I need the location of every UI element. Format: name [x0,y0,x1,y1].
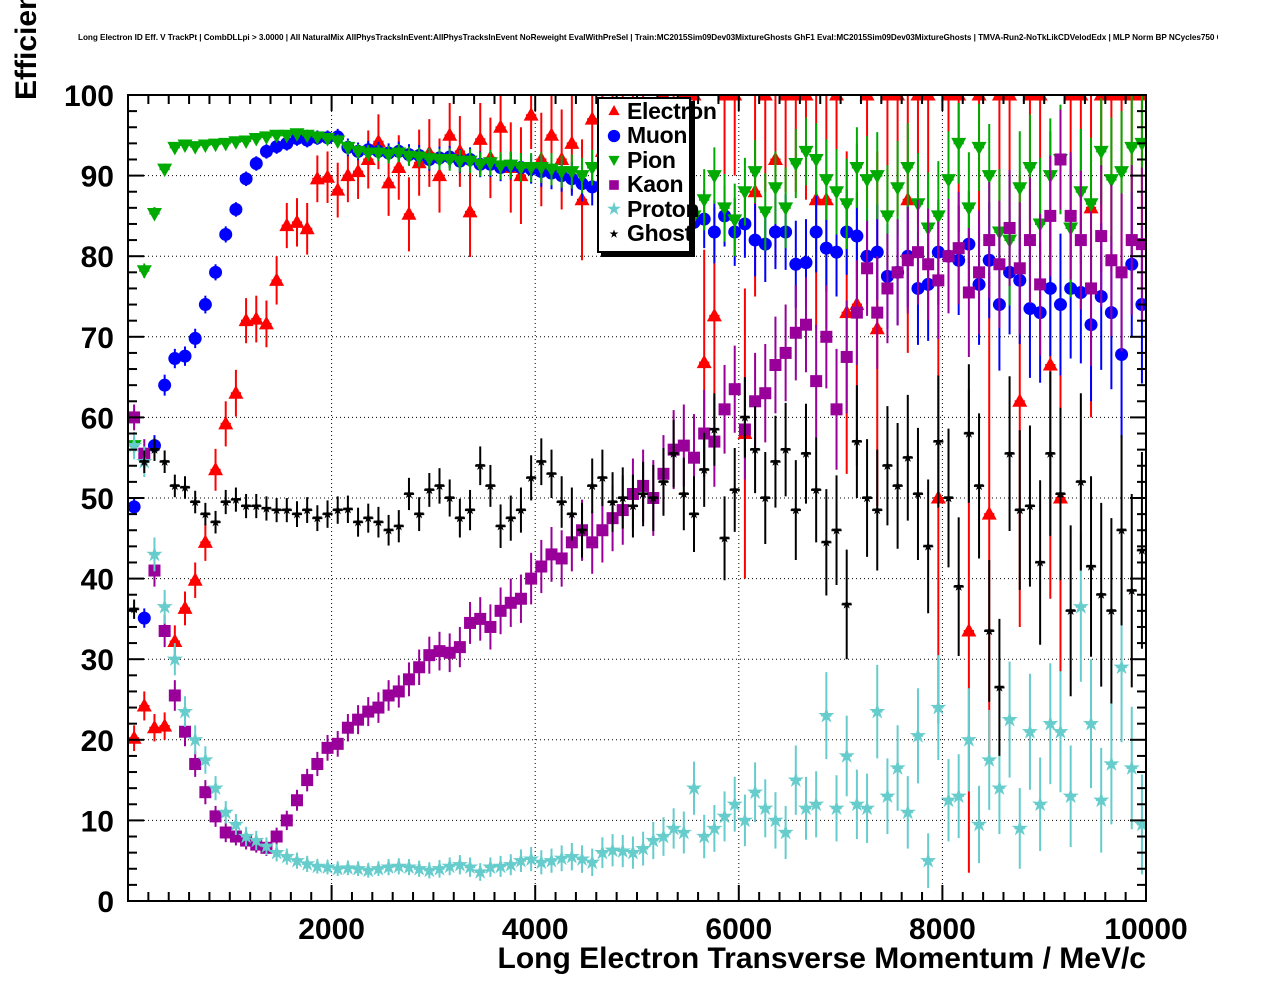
chart-legend: Electron Muon Pion Kaon Proton Ghost [597,97,717,253]
legend-label: Ghost [627,220,692,247]
x-tick-label: 8000 [909,913,976,946]
x-tick-label: 2000 [298,913,365,946]
triangle-up-icon [603,101,625,121]
y-tick-label: 40 [81,564,114,597]
square-icon [603,175,625,195]
legend-label: Electron [627,97,717,124]
legend-label: Kaon [627,171,684,198]
triangle-down-icon [603,150,625,170]
series-ghost [129,364,1146,756]
x-tick-label: 10000 [1104,913,1187,946]
y-tick-label: 10 [81,805,114,838]
star-icon [603,199,625,219]
legend-item-kaon[interactable]: Kaon [599,173,689,198]
series-proton [128,431,1146,889]
y-tick-label: 50 [81,483,114,516]
y-tick-label: 20 [81,725,114,758]
legend-label: Muon [627,122,688,149]
legend-item-electron[interactable]: Electron [599,99,717,124]
dot-icon [603,224,625,244]
y-tick-label: 90 [81,161,114,194]
legend-item-ghost[interactable]: Ghost [599,220,692,247]
circle-icon [603,126,625,146]
x-tick-label: 4000 [502,913,569,946]
page-title: Long Electron ID Eff. V TrackPt | CombDL… [78,33,1218,42]
legend-label: Proton [627,195,700,222]
axis-ticks [127,94,1147,902]
y-tick-label: 100 [64,80,114,113]
legend-item-proton[interactable]: Proton [599,197,700,222]
y-tick-label: 60 [81,402,114,435]
x-tick-label: 6000 [705,913,772,946]
x-axis-title: Long Electron Transverse Momentum / MeV/… [498,942,1147,975]
y-tick-label: 0 [97,886,114,919]
y-axis-title: Efficiency / % [10,0,43,100]
axis-tick-labels: 2000 4000 6000 8000 10000 0 10 20 30 40 50 60 70 80 90… [64,80,1188,946]
legend-label: Pion [627,146,676,173]
legend-item-muon[interactable]: Muon [599,124,689,149]
y-tick-label: 70 [81,322,114,355]
series-kaon [128,109,1146,856]
y-tick-label: 30 [81,644,114,677]
y-tick-label: 80 [81,241,114,274]
data-series-layer [128,95,1146,889]
legend-item-pion[interactable]: Pion [599,148,689,173]
